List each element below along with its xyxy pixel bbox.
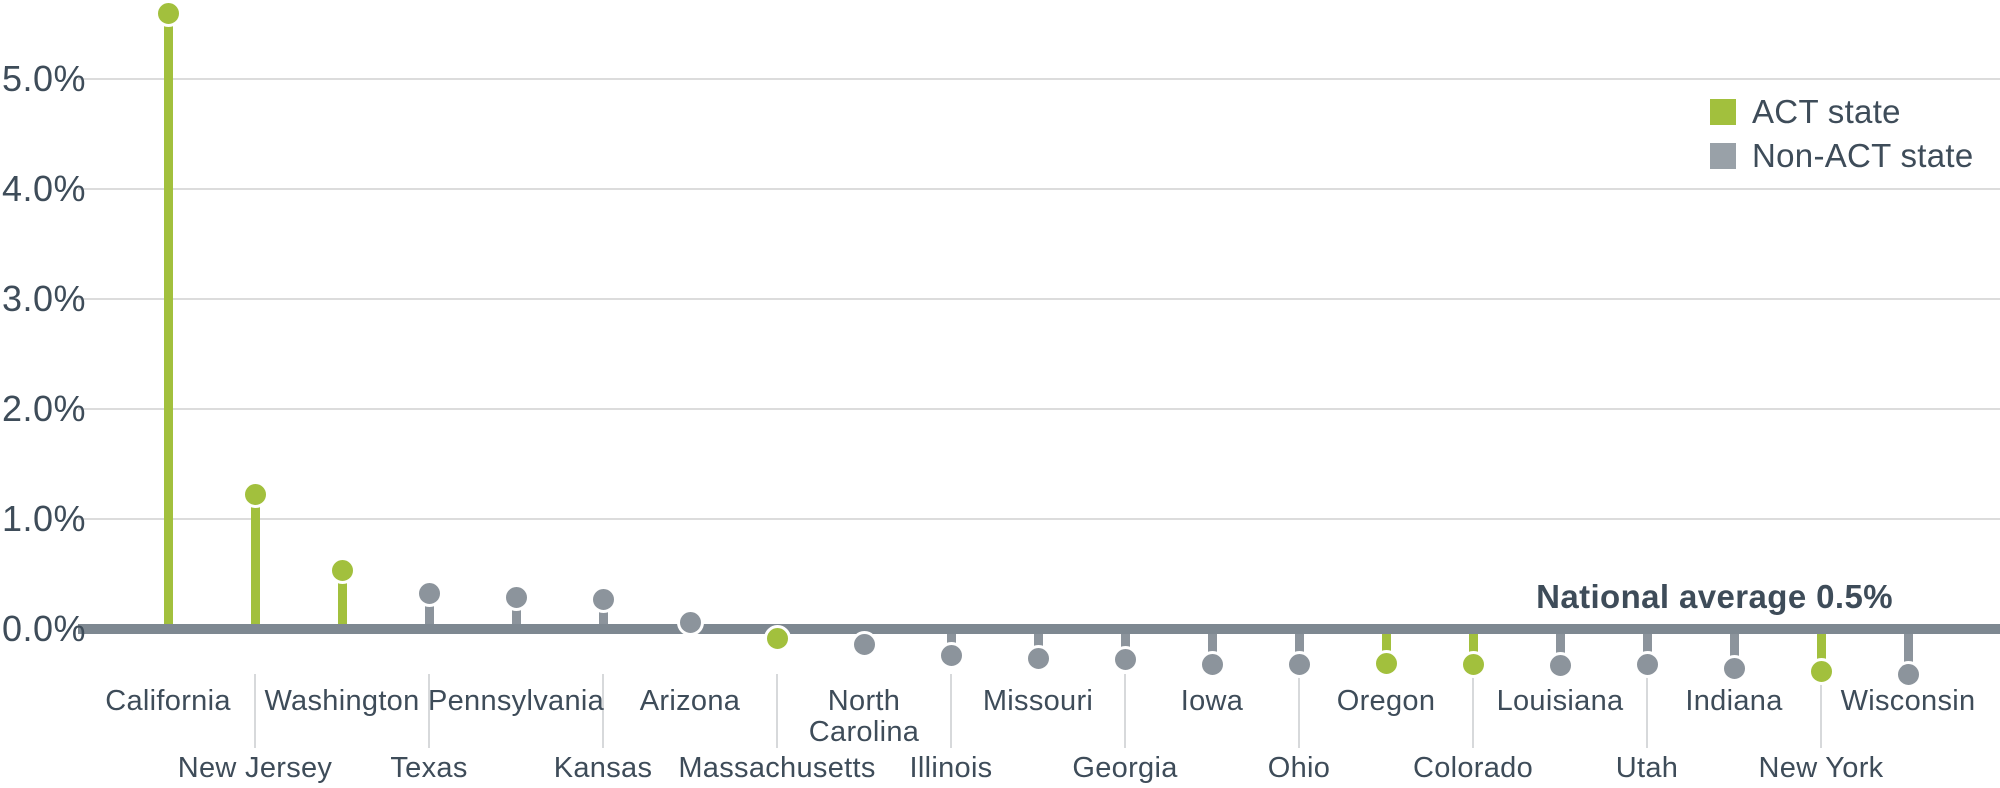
label-leader-line: [1298, 674, 1300, 748]
y-axis-tick-label: 2.0%: [2, 388, 87, 429]
y-axis-tick-label: 4.0%: [2, 168, 87, 209]
lollipop-stem-iowa: [1207, 629, 1217, 665]
state-label-kansas: Kansas: [553, 752, 653, 784]
lollipop-stem-california: [163, 13, 173, 629]
lollipop-dot-washington: [328, 557, 356, 585]
label-leader-line: [428, 674, 430, 748]
lollipop-dot-oregon: [1372, 649, 1400, 677]
lollipop-stem-indiana: [1729, 629, 1739, 669]
lollipop-dot-new-jersey: [241, 481, 269, 509]
state-label-indiana: Indiana: [1685, 685, 1783, 717]
legend-row-act: ACT state: [1710, 93, 1974, 130]
lollipop-stem-georgia: [1120, 629, 1130, 660]
state-label-washington: Washington: [264, 685, 420, 717]
y-axis-tick-label: 1.0%: [2, 498, 87, 539]
lollipop-dot-texas: [415, 580, 443, 608]
state-label-california: California: [105, 685, 231, 717]
lollipop-dot-kansas: [589, 585, 617, 613]
x-axis-zero-line: [78, 624, 2000, 634]
lollipop-stem-utah: [1642, 629, 1652, 665]
lollipop-stem-texas: [424, 593, 434, 629]
lollipop-dot-louisiana: [1546, 651, 1574, 679]
state-label-colorado: Colorado: [1412, 752, 1534, 784]
lollipop-stem-new-jersey: [250, 494, 260, 629]
state-label-texas: Texas: [390, 752, 468, 784]
state-label-pennsylvania: Pennsylvania: [427, 685, 605, 717]
state-label-arizona: Arizona: [639, 685, 741, 717]
label-leader-line: [1820, 674, 1822, 748]
state-label-new-jersey: New Jersey: [177, 752, 333, 784]
lollipop-stem-pennsylvania: [511, 597, 521, 629]
lollipop-dot-missouri: [1024, 645, 1052, 673]
state-label-oregon: Oregon: [1336, 685, 1436, 717]
lollipop-dot-colorado: [1459, 650, 1487, 678]
lollipop-stem-kansas: [598, 599, 608, 629]
lollipop-stem-wisconsin: [1903, 629, 1913, 675]
state-label-utah: Utah: [1615, 752, 1679, 784]
y-axis-tick-label: 3.0%: [2, 278, 87, 319]
label-leader-line: [254, 674, 256, 748]
lollipop-dot-california: [154, 0, 182, 27]
legend-label-act: ACT state: [1752, 93, 1901, 130]
act-state-swatch-icon: [1710, 99, 1736, 125]
state-label-ohio: Ohio: [1267, 752, 1331, 784]
lollipop-dot-indiana: [1720, 655, 1748, 683]
lollipop-dot-iowa: [1198, 650, 1226, 678]
state-label-louisiana: Louisiana: [1496, 685, 1624, 717]
gridline-1.0%: [78, 518, 2000, 520]
lollipop-dot-wisconsin: [1894, 660, 1922, 688]
lollipop-dot-massachusetts: [763, 625, 791, 653]
lollipop-stem-louisiana: [1555, 629, 1565, 666]
state-label-iowa: Iowa: [1180, 685, 1244, 717]
gridline-3.0%: [78, 298, 2000, 300]
lollipop-stem-ohio: [1294, 629, 1304, 665]
lollipop-dot-north-carolina: [850, 630, 878, 658]
y-axis-tick-label: 5.0%: [2, 58, 87, 99]
state-label-missouri: Missouri: [982, 685, 1094, 717]
state-label-illinois: Illinois: [909, 752, 993, 784]
lollipop-dot-pennsylvania: [502, 583, 530, 611]
lollipop-dot-arizona: [676, 608, 704, 636]
gridline-4.0%: [78, 188, 2000, 190]
lollipop-dot-new-york: [1807, 658, 1835, 686]
label-leader-line: [602, 674, 604, 748]
state-label-georgia: Georgia: [1072, 752, 1178, 784]
state-label-massachusetts: Massachusetts: [678, 752, 876, 784]
label-leader-line: [776, 674, 778, 748]
national-average-annotation: National average 0.5%: [1536, 578, 1893, 615]
y-axis-tick-label: 0.0%: [2, 608, 87, 649]
state-label-new-york: New York: [1758, 752, 1884, 784]
state-label-north-carolina: North Carolina: [808, 685, 920, 748]
non-act-state-swatch-icon: [1710, 143, 1736, 169]
lollipop-dot-illinois: [937, 641, 965, 669]
lollipop-dot-georgia: [1111, 646, 1139, 674]
gridline-2.0%: [78, 408, 2000, 410]
label-leader-line: [1646, 674, 1648, 748]
label-leader-line: [950, 674, 952, 748]
lollipop-dot-utah: [1633, 650, 1661, 678]
label-leader-line: [1472, 674, 1474, 748]
lollipop-stem-oregon: [1381, 629, 1391, 664]
lollipop-stem-colorado: [1468, 629, 1478, 665]
state-label-wisconsin: Wisconsin: [1840, 685, 1976, 717]
lollipop-stem-missouri: [1033, 629, 1043, 659]
legend-row-non-act: Non-ACT state: [1710, 137, 1974, 174]
gridline-5.0%: [78, 78, 2000, 80]
lollipop-dot-ohio: [1285, 650, 1313, 678]
lollipop-stem-washington: [337, 570, 347, 629]
legend-label-non-act: Non-ACT state: [1752, 137, 1974, 174]
label-leader-line: [1124, 674, 1126, 748]
lollipop-stem-new-york: [1816, 629, 1826, 672]
legend: ACT state Non-ACT state: [1710, 93, 1974, 187]
